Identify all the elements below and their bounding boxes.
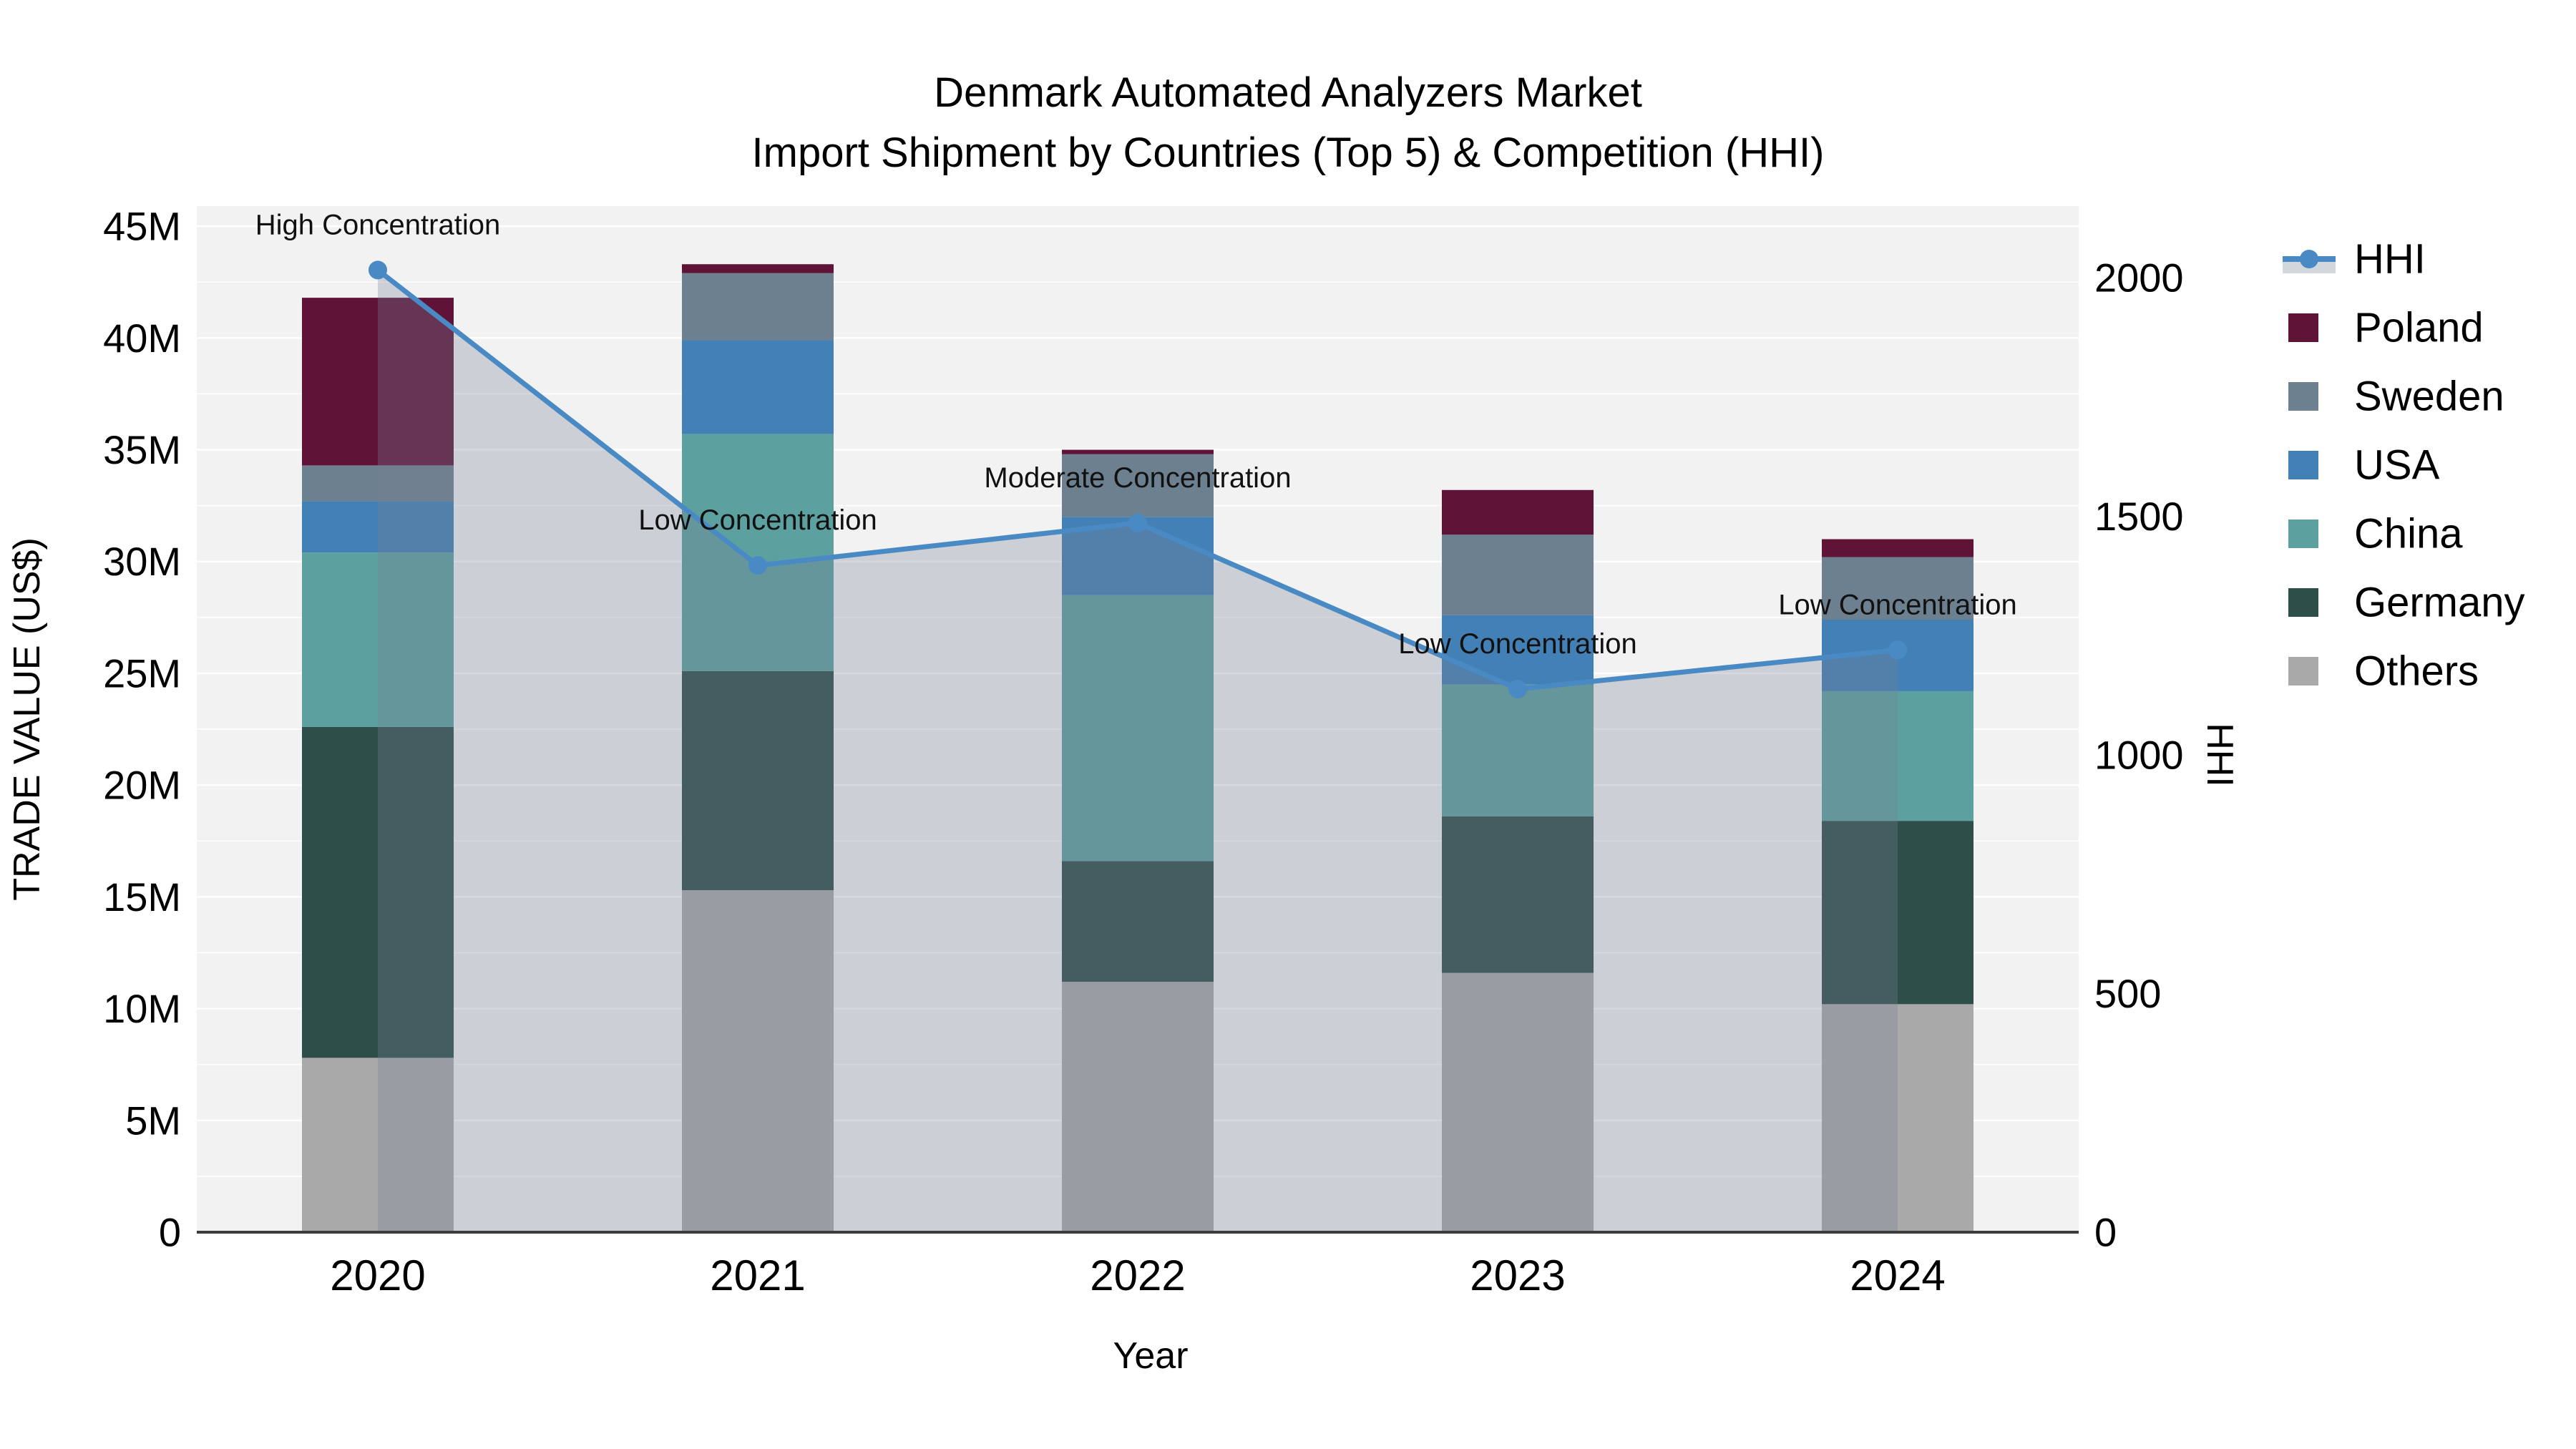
x-tick-2020: 2020 xyxy=(330,1252,425,1299)
x-tick-2024: 2024 xyxy=(1850,1252,1945,1299)
annotation-2023: Low Concentration xyxy=(1398,628,1637,660)
x-axis-ticks: 2020 2021 2022 2023 2024 xyxy=(330,1252,1945,1299)
y-axis-ticks: 0 5M 10M 15M 20M 25M 30M 35M 40M 45M xyxy=(103,204,181,1255)
y2-tick-1000: 1000 xyxy=(2094,733,2184,778)
legend-swatch-sweden xyxy=(2288,382,2318,411)
y-tick-35M: 35M xyxy=(103,427,181,472)
y2-tick-1500: 1500 xyxy=(2094,494,2184,539)
y-tick-10M: 10M xyxy=(103,986,181,1031)
bar-segment-poland-2023[interactable] xyxy=(1442,489,1594,535)
bar-segment-others-2023[interactable] xyxy=(1442,972,1594,1232)
bar-segment-poland-2021[interactable] xyxy=(682,264,834,273)
y2-axis-ticks: 0 500 1000 1500 2000 xyxy=(2094,255,2184,1255)
bar-segment-china-2020[interactable] xyxy=(302,552,454,727)
bar-segment-others-2021[interactable] xyxy=(682,890,834,1232)
hhi-marker-2021[interactable] xyxy=(748,556,767,575)
y-tick-45M: 45M xyxy=(103,204,181,249)
legend-swatch-poland xyxy=(2288,313,2318,342)
bar-segment-germany-2024[interactable] xyxy=(1822,821,1974,1005)
bar-segment-others-2024[interactable] xyxy=(1822,1004,1974,1232)
y-tick-5M: 5M xyxy=(125,1098,181,1143)
bar-segment-sweden-2020[interactable] xyxy=(302,465,454,502)
annotation-2020: High Concentration xyxy=(255,209,500,240)
annotation-2021: Low Concentration xyxy=(638,504,877,536)
bar-group-2022 xyxy=(1062,449,1214,1232)
bar-segment-china-2022[interactable] xyxy=(1062,595,1214,862)
bar-segment-sweden-2023[interactable] xyxy=(1442,535,1594,615)
x-tick-2021: 2021 xyxy=(710,1252,805,1299)
bar-segment-poland-2022[interactable] xyxy=(1062,449,1214,454)
bar-group-2023 xyxy=(1442,489,1594,1232)
legend-label-china: China xyxy=(2354,511,2463,557)
legend-label-others: Others xyxy=(2354,648,2479,695)
x-tick-2022: 2022 xyxy=(1090,1252,1185,1299)
bar-segment-china-2023[interactable] xyxy=(1442,684,1594,816)
hhi-marker-2024[interactable] xyxy=(1888,640,1907,660)
y-tick-40M: 40M xyxy=(103,316,181,361)
y-axis-title: TRADE VALUE (US$) xyxy=(6,537,48,901)
legend-swatch-china xyxy=(2288,519,2318,548)
bar-segment-china-2021[interactable] xyxy=(682,434,834,671)
bar-segment-germany-2021[interactable] xyxy=(682,670,834,890)
bar-segment-usa-2023[interactable] xyxy=(1442,615,1594,685)
y-tick-0: 0 xyxy=(159,1210,181,1255)
legend-swatch-others xyxy=(2288,657,2318,686)
legend-label-sweden: Sweden xyxy=(2354,374,2504,420)
annotation-2024: Low Concentration xyxy=(1778,589,2017,620)
bar-group-2021 xyxy=(682,264,834,1232)
hhi-marker-2020[interactable] xyxy=(369,260,387,280)
bars xyxy=(302,264,1974,1232)
bar-segment-sweden-2024[interactable] xyxy=(1822,557,1974,620)
x-axis-title: Year xyxy=(1113,1335,1188,1377)
legend-item-others[interactable]: Others xyxy=(2288,648,2479,695)
bar-segment-usa-2021[interactable] xyxy=(682,340,834,434)
legend-swatch-usa xyxy=(2288,451,2318,479)
legend-item-poland[interactable]: Poland xyxy=(2288,305,2484,351)
bar-segment-germany-2023[interactable] xyxy=(1442,816,1594,973)
bar-segment-china-2024[interactable] xyxy=(1822,691,1974,821)
hhi-marker-2023[interactable] xyxy=(1508,679,1527,698)
bar-segment-others-2022[interactable] xyxy=(1062,982,1214,1232)
bar-segment-poland-2020[interactable] xyxy=(302,298,454,466)
bar-segment-sweden-2021[interactable] xyxy=(682,273,834,341)
legend-item-hhi[interactable]: HHI xyxy=(2283,236,2426,283)
bar-segment-sweden-2022[interactable] xyxy=(1062,454,1214,517)
legend-item-usa[interactable]: USA xyxy=(2288,442,2440,489)
legend-label-germany: Germany xyxy=(2354,580,2525,626)
legend-label-usa: USA xyxy=(2354,442,2440,489)
bar-segment-usa-2020[interactable] xyxy=(302,501,454,553)
hhi-area xyxy=(378,270,1898,1232)
legend: HHI Poland Sweden USA China Germany Others xyxy=(2283,236,2525,695)
hhi-marker-2022[interactable] xyxy=(1128,513,1147,532)
y2-tick-500: 500 xyxy=(2094,971,2161,1016)
legend-item-china[interactable]: China xyxy=(2288,511,2463,557)
legend-item-sweden[interactable]: Sweden xyxy=(2288,374,2504,420)
bar-segment-others-2020[interactable] xyxy=(302,1058,454,1232)
bar-segment-germany-2022[interactable] xyxy=(1062,861,1214,982)
legend-item-germany[interactable]: Germany xyxy=(2288,580,2525,626)
y-tick-30M: 30M xyxy=(103,539,181,584)
x-tick-2023: 2023 xyxy=(1470,1252,1565,1299)
legend-swatch-germany xyxy=(2288,588,2318,617)
annotation-2022: Moderate Concentration xyxy=(984,462,1291,494)
y2-tick-2000: 2000 xyxy=(2094,255,2184,301)
y2-tick-0: 0 xyxy=(2094,1210,2117,1255)
bar-segment-poland-2024[interactable] xyxy=(1822,539,1974,557)
legend-label-poland: Poland xyxy=(2354,305,2484,351)
y-tick-20M: 20M xyxy=(103,763,181,808)
bar-segment-germany-2020[interactable] xyxy=(302,726,454,1058)
legend-marker-swatch-hhi xyxy=(2300,250,2318,268)
y2-axis-title: HHI xyxy=(2199,723,2240,787)
bar-group-2024 xyxy=(1822,539,1974,1232)
y-tick-25M: 25M xyxy=(103,650,181,696)
bar-group-2020 xyxy=(302,298,454,1232)
y-tick-15M: 15M xyxy=(103,874,181,919)
legend-label-hhi: HHI xyxy=(2354,236,2426,283)
